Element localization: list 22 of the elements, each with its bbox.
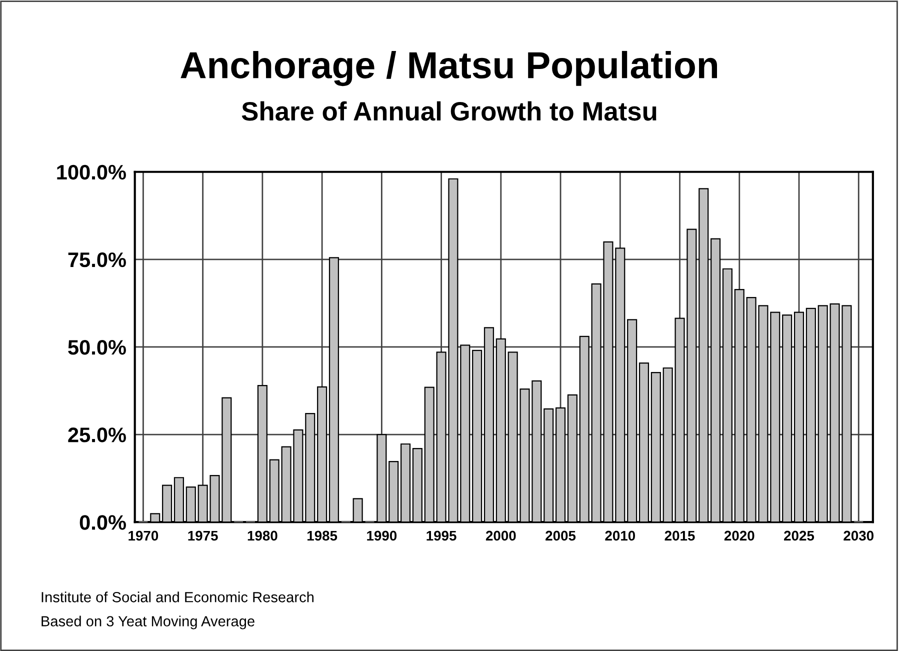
- chart-subtitle: Share of Annual Growth to Matsu: [242, 101, 656, 121]
- y-tick-label: 0.0%: [80, 515, 126, 530]
- text: Institute of Social and Economic Research: [42, 592, 314, 602]
- x-tick-label: 2005: [546, 530, 576, 541]
- x-tick-label: 2025: [784, 530, 814, 541]
- chart-title: Anchorage / Matsu Population: [180, 50, 718, 86]
- x-tick-label: 1990: [367, 530, 397, 541]
- x-tick-label: 1985: [307, 530, 338, 541]
- x-tick-label: 2030: [844, 530, 874, 541]
- x-tick-label: 2020: [724, 530, 754, 541]
- x-tick-label: 2010: [605, 530, 636, 541]
- y-tick-label: 50.0%: [68, 340, 126, 355]
- text: Based on 3 Yeat Moving Average: [42, 616, 254, 630]
- y-tick-label: 100.0%: [57, 164, 126, 180]
- y-tick-label: 75.0%: [68, 252, 126, 268]
- x-tick-label: 2015: [664, 530, 695, 541]
- x-tick-label: 1975: [188, 530, 218, 541]
- x-tick-label: 2000: [486, 530, 516, 541]
- y-tick-label: 25.0%: [68, 428, 126, 442]
- x-tick-label: 1970: [128, 530, 158, 541]
- x-tick-label: 1995: [426, 530, 456, 541]
- x-tick-label: 1980: [248, 530, 278, 541]
